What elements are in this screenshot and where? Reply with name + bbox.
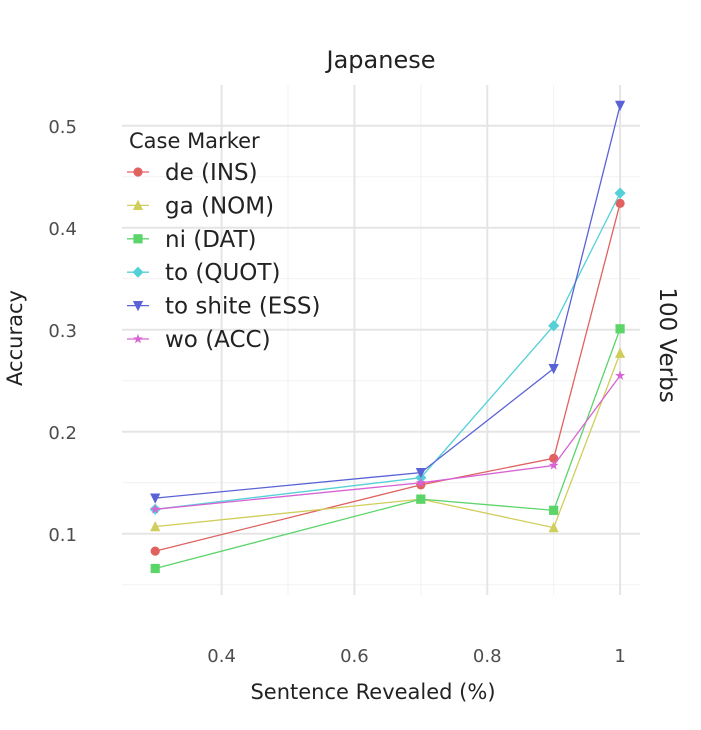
legend-label: ni (DAT) xyxy=(165,227,257,253)
legend-label: de (INS) xyxy=(165,160,258,186)
data-point xyxy=(615,370,626,380)
series xyxy=(150,100,626,504)
data-point xyxy=(150,521,161,532)
legend-item: ni (DAT) xyxy=(127,227,257,253)
series-line xyxy=(155,353,621,529)
data-point xyxy=(548,320,560,332)
series-line xyxy=(155,375,621,510)
legend-item: to shite (ESS) xyxy=(127,294,321,320)
legend-key-marker xyxy=(133,167,143,177)
data-point xyxy=(415,477,426,488)
chart-title: Japanese xyxy=(325,46,436,74)
x-axis-title: Sentence Revealed (%) xyxy=(250,680,495,704)
data-point xyxy=(150,563,160,574)
data-point xyxy=(614,100,626,111)
axes: 0.4 0.6 0.8 1 0.1 0.2 0.3 0.4 0.5 xyxy=(48,117,625,667)
legend-label: wo (ACC) xyxy=(165,327,271,353)
legend-item: to (QUOT) xyxy=(127,260,280,286)
data-point xyxy=(549,453,559,463)
legend-item: de (INS) xyxy=(127,160,258,186)
series-layer xyxy=(149,100,626,574)
series-line xyxy=(155,203,621,552)
data-point xyxy=(548,363,559,375)
y-tick-label: 0.1 xyxy=(48,525,77,546)
y-axis-title: Accuracy xyxy=(3,290,27,386)
series-line xyxy=(155,192,621,510)
y-tick-label: 0.2 xyxy=(48,423,77,444)
x-tick-label: 0.4 xyxy=(207,646,236,667)
x-tick-label: 0.6 xyxy=(340,646,369,667)
x-tick-label: 1 xyxy=(614,646,625,667)
data-point xyxy=(615,324,625,334)
data-point xyxy=(415,468,426,479)
legend-item: wo (ACC) xyxy=(127,327,271,353)
legend-label: ga (NOM) xyxy=(165,193,274,219)
data-point xyxy=(549,505,559,515)
series xyxy=(150,370,626,514)
data-point xyxy=(150,504,161,514)
data-point xyxy=(548,460,559,470)
y-tick-label: 0.5 xyxy=(48,117,77,138)
legend-key-marker xyxy=(133,234,143,244)
legend-title: Case Marker xyxy=(129,129,260,153)
legend-key-marker xyxy=(133,333,143,344)
data-point xyxy=(416,494,426,504)
legend-item: ga (NOM) xyxy=(127,193,274,219)
legend-label: to shite (ESS) xyxy=(165,294,321,320)
grid xyxy=(122,85,640,595)
legend-key-marker xyxy=(132,199,144,210)
facet-strip-label: 100 Verbs xyxy=(654,287,680,402)
legend-label: to (QUOT) xyxy=(165,260,280,286)
y-tick-label: 0.4 xyxy=(48,219,77,240)
data-point xyxy=(548,522,559,533)
data-point xyxy=(150,546,160,556)
legend: Case Marker de (INS) ga (NOM) ni (DAT) to (… xyxy=(127,129,321,353)
data-point xyxy=(614,187,626,199)
y-tick-label: 0.3 xyxy=(48,321,77,342)
x-tick-label: 0.8 xyxy=(473,646,502,667)
legend-key-marker xyxy=(132,266,144,278)
data-point xyxy=(150,493,161,504)
series-line xyxy=(155,105,621,499)
data-point xyxy=(614,347,626,358)
data-point xyxy=(615,198,625,208)
legend-key-marker xyxy=(132,301,144,312)
